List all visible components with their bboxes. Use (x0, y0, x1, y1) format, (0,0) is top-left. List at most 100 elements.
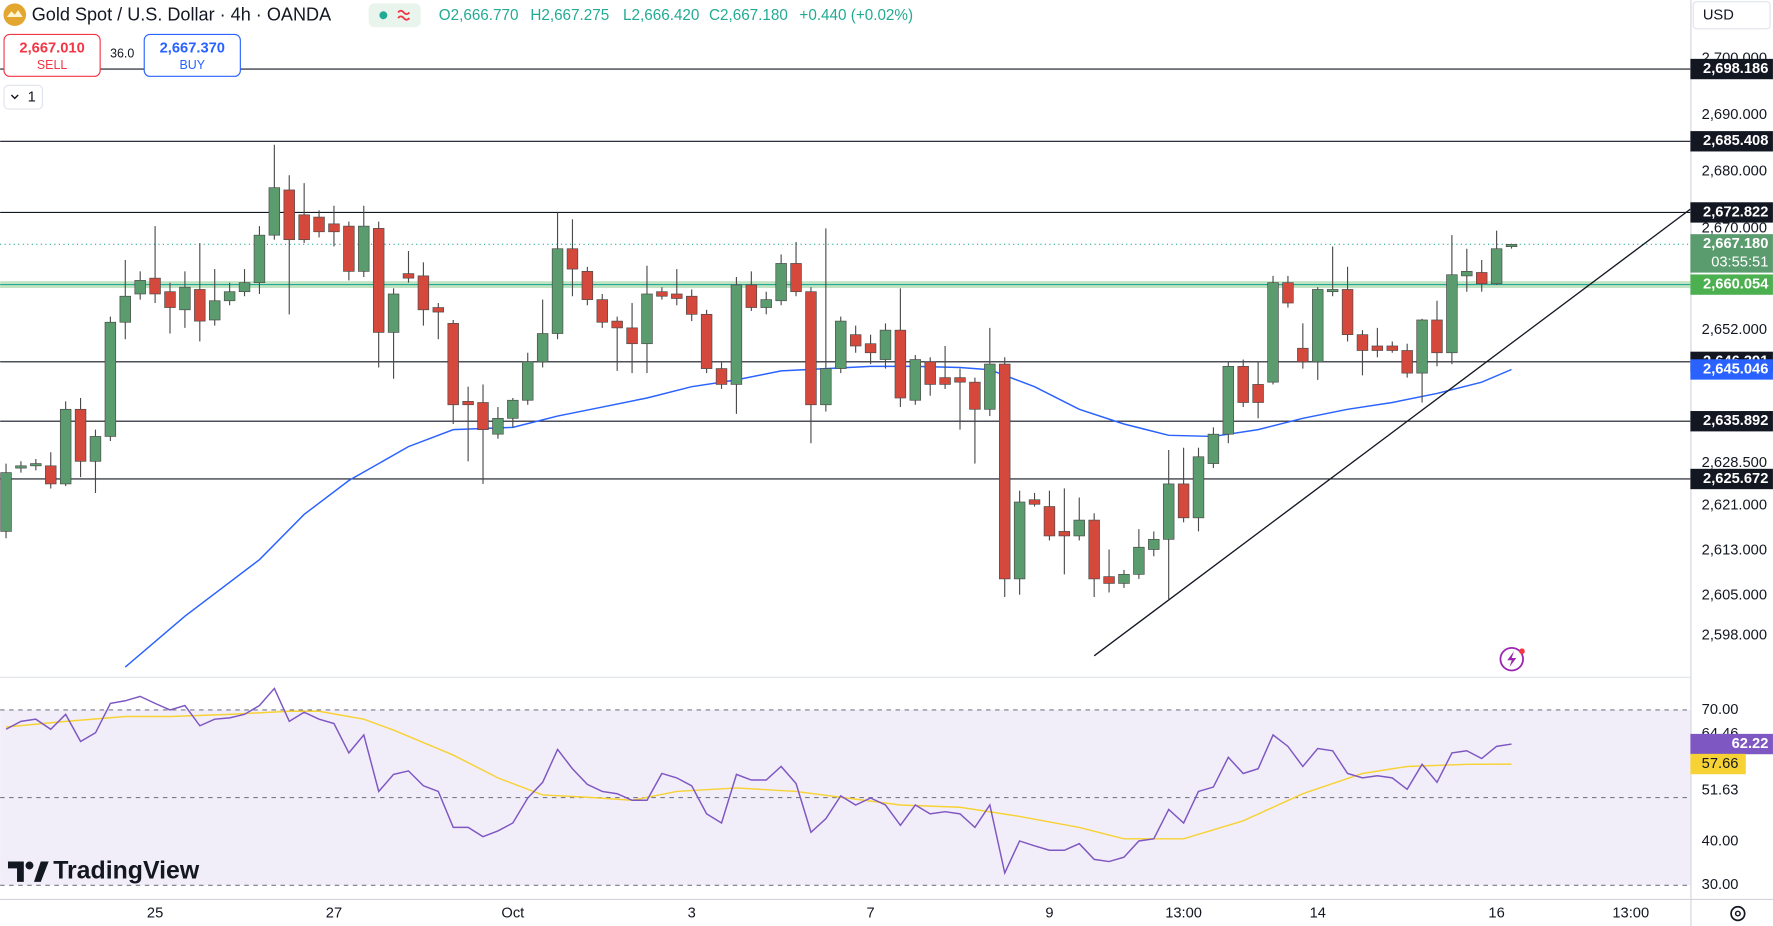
candle-body (1431, 319, 1443, 354)
candle-body (268, 187, 281, 236)
candle-body (1013, 501, 1026, 580)
candle-body (1476, 272, 1488, 285)
candle-body (969, 381, 981, 410)
candle-body (879, 329, 892, 360)
candle-body (805, 291, 817, 406)
ohlc-high: H2,667.275 (530, 7, 609, 24)
settings-icon[interactable] (1730, 905, 1746, 922)
alert-icon[interactable] (1499, 646, 1524, 672)
buy-button[interactable] (143, 33, 241, 77)
candle-body (358, 225, 370, 272)
candle-body (1282, 282, 1294, 304)
y-tick-label: 2,628.500 (1702, 455, 1767, 471)
currency-box[interactable] (1692, 1, 1771, 30)
y-tick-label: 2,670.000 (1702, 220, 1767, 236)
indicator-count: 1 (28, 90, 36, 106)
market-open-dot (379, 11, 388, 20)
candle-body (700, 313, 713, 369)
candle-body (611, 320, 623, 329)
rsi-value-box (1690, 733, 1773, 755)
symbol-title[interactable]: Gold Spot / U.S. Dollar · 4h · OANDA (32, 5, 332, 25)
status-badge[interactable] (368, 3, 421, 28)
level-label: 2,625.672 (1703, 471, 1768, 487)
x-tick-label: 25 (147, 905, 163, 921)
candle-body (1461, 271, 1473, 277)
candle-body (849, 334, 862, 347)
candle-body (313, 216, 325, 233)
candle-body (1073, 519, 1085, 537)
x-tick-label: 14 (1310, 905, 1326, 921)
candle-body (939, 377, 951, 385)
delayed-icon (397, 9, 411, 21)
x-tick-label: 16 (1488, 905, 1504, 921)
candle-body (343, 225, 355, 272)
candle-body (909, 359, 921, 401)
buy-price: 2,667.370 (160, 40, 225, 56)
rsi-pane (0, 687, 1691, 886)
candle-body (209, 300, 221, 321)
candle-body (715, 368, 728, 385)
rsi-tick-label: 70.00 (1702, 702, 1739, 718)
candle-body (1058, 531, 1071, 537)
candle-body (641, 293, 653, 345)
rsi-ma-value-label: 57.66 (1702, 756, 1739, 772)
brand-logo-slash (33, 861, 49, 882)
y-tick-label: 2,598.000 (1702, 627, 1767, 643)
x-tick-label: 9 (1045, 905, 1053, 921)
level-label: 2,672.822 (1703, 204, 1768, 220)
indicator-toggle[interactable] (3, 84, 44, 110)
brand-logo-dot (25, 861, 34, 870)
ohlc-open: O2,666.770 (439, 7, 519, 24)
support-box (1690, 274, 1773, 295)
candle-body (283, 189, 295, 241)
candle-body (402, 273, 415, 279)
candle-body (194, 289, 206, 322)
rsi-tick-label: 30.00 (1702, 877, 1739, 893)
candle-body (894, 329, 907, 399)
level-box (1690, 468, 1773, 490)
candle-body (1237, 365, 1249, 403)
candle-body (820, 368, 832, 406)
rsi-line (5, 687, 1512, 876)
candle-body (223, 291, 236, 302)
candle-body (626, 327, 638, 345)
candle-body (89, 436, 102, 462)
rsi-tick-label: 51.63 (1702, 782, 1739, 798)
candle-body (1148, 538, 1160, 550)
candle-body (1490, 248, 1503, 285)
sell-button[interactable] (3, 33, 101, 77)
candle-body (119, 295, 131, 323)
candle-body (1118, 574, 1130, 584)
y-tick-label: 2,605.000 (1702, 588, 1767, 604)
settings-icon-center (1734, 910, 1741, 917)
candle-body (492, 418, 504, 435)
x-tick-label: 3 (688, 905, 696, 921)
candle-body (745, 284, 758, 308)
candle-body (372, 228, 385, 333)
level-label: 2,635.892 (1703, 413, 1768, 429)
y-tick-label: 2,652.000 (1702, 322, 1767, 338)
rsi-value-label: 62.22 (1732, 736, 1769, 752)
last-price-countdown: 03:55:51 (1711, 254, 1768, 270)
rsi-tick-label: 40.00 (1702, 833, 1739, 849)
sell-label: SELL (37, 58, 67, 72)
currency[interactable]: USD (1703, 8, 1734, 24)
trendline (1093, 208, 1691, 657)
candle-body (298, 214, 310, 241)
candle-body (1252, 384, 1264, 403)
candle-body (1133, 546, 1145, 575)
y-tick-label: 2,680.000 (1702, 164, 1767, 180)
candle-body (15, 465, 27, 469)
ma-label: 2,645.046 (1703, 361, 1768, 377)
candle-body (1505, 243, 1518, 247)
y-tick-label: 2,690.000 (1702, 107, 1767, 123)
candle-body (59, 408, 72, 485)
candle-body (775, 263, 787, 302)
candle-body (760, 299, 772, 308)
candle-body (1416, 319, 1428, 374)
candle-body (1267, 282, 1279, 383)
candle-body (984, 363, 996, 410)
